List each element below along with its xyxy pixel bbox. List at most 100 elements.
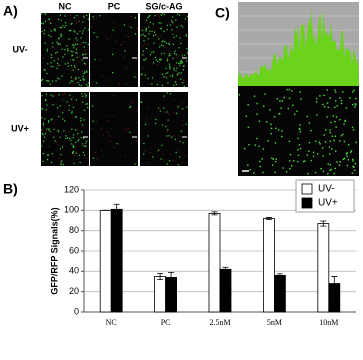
green-cell [176, 26, 178, 28]
bar [99, 209, 112, 313]
green-cell [44, 136, 46, 138]
green-cell [155, 59, 157, 61]
green-cell [186, 52, 189, 54]
green-cell [165, 77, 168, 79]
green-cell [158, 46, 161, 48]
bar [262, 218, 275, 313]
red-cell [85, 143, 87, 145]
green-cell [72, 51, 74, 53]
green-cell [87, 82, 89, 84]
red-cell [101, 150, 103, 152]
green-cell [181, 60, 183, 62]
green-cell [184, 18, 187, 20]
green-cell [52, 104, 54, 106]
column-label: NC [59, 1, 72, 11]
green-cell [154, 122, 157, 124]
red-cell [163, 159, 165, 161]
green-cell [67, 65, 69, 67]
green-cell [169, 24, 171, 26]
green-cell [352, 129, 355, 131]
green-cell [310, 129, 312, 132]
green-cell [340, 99, 343, 102]
green-cell [79, 79, 81, 82]
red-cell [181, 120, 183, 122]
red-cell [95, 121, 97, 123]
green-cell [253, 95, 256, 97]
red-cell [144, 43, 146, 45]
green-cell [80, 117, 82, 119]
red-cell [72, 96, 74, 98]
green-cell [352, 165, 354, 168]
green-cell [80, 137, 82, 139]
green-cell [76, 14, 78, 17]
red-cell [113, 94, 115, 96]
green-cell [161, 144, 163, 146]
green-cell [272, 158, 274, 160]
green-cell [54, 30, 56, 32]
green-cell [83, 154, 86, 156]
green-cell [169, 75, 171, 77]
red-cell [153, 61, 155, 63]
green-cell [74, 31, 76, 33]
y-tick-label: 20 [69, 286, 79, 296]
red-cell [143, 35, 145, 37]
green-cell [73, 16, 76, 19]
green-cell [69, 137, 71, 140]
y-tick-label: 40 [69, 266, 79, 276]
red-cell [148, 107, 150, 109]
green-cell [50, 65, 52, 67]
green-cell [175, 53, 177, 56]
green-cell [43, 29, 46, 31]
green-cell [143, 39, 145, 42]
green-cell [62, 118, 64, 120]
green-cell [288, 97, 291, 100]
green-cell [326, 89, 328, 91]
green-cell [68, 109, 70, 111]
green-cell [322, 103, 324, 106]
green-cell [353, 166, 355, 169]
green-cell [152, 35, 155, 37]
green-cell [70, 139, 72, 142]
green-cell [70, 76, 72, 78]
green-cell [174, 138, 177, 141]
green-cell [323, 94, 325, 97]
green-cell [86, 14, 88, 17]
green-cell [60, 163, 62, 166]
green-cell [129, 107, 131, 109]
green-cell [177, 13, 179, 15]
red-cell [73, 152, 75, 154]
red-cell [79, 30, 81, 32]
error-bar [265, 217, 272, 220]
green-cell [163, 13, 166, 16]
micrograph [140, 13, 188, 87]
red-cell [123, 57, 125, 59]
green-cell [183, 85, 185, 88]
green-cell [55, 80, 57, 82]
red-cell [124, 155, 126, 157]
green-cell [163, 30, 165, 33]
red-cell [106, 120, 108, 122]
green-cell [299, 147, 302, 150]
green-cell [314, 140, 317, 143]
green-cell [339, 161, 341, 163]
green-cell [160, 27, 162, 29]
green-cell [168, 63, 171, 65]
green-cell [167, 72, 169, 74]
green-cell [53, 29, 55, 31]
green-cell [83, 62, 85, 64]
y-axis-label: GFP/RFP Signals(%) [49, 207, 59, 294]
green-cell [179, 140, 181, 142]
red-cell [93, 18, 95, 20]
error-bar [113, 203, 120, 215]
green-cell [46, 72, 48, 75]
green-cell [185, 35, 188, 37]
red-cell [53, 95, 55, 97]
green-cell [71, 143, 73, 145]
green-cell [70, 50, 73, 52]
red-cell [142, 68, 144, 70]
green-cell [83, 79, 86, 81]
green-cell [77, 68, 79, 70]
green-cell [111, 71, 114, 74]
green-cell [143, 59, 145, 61]
green-cell [41, 79, 43, 81]
